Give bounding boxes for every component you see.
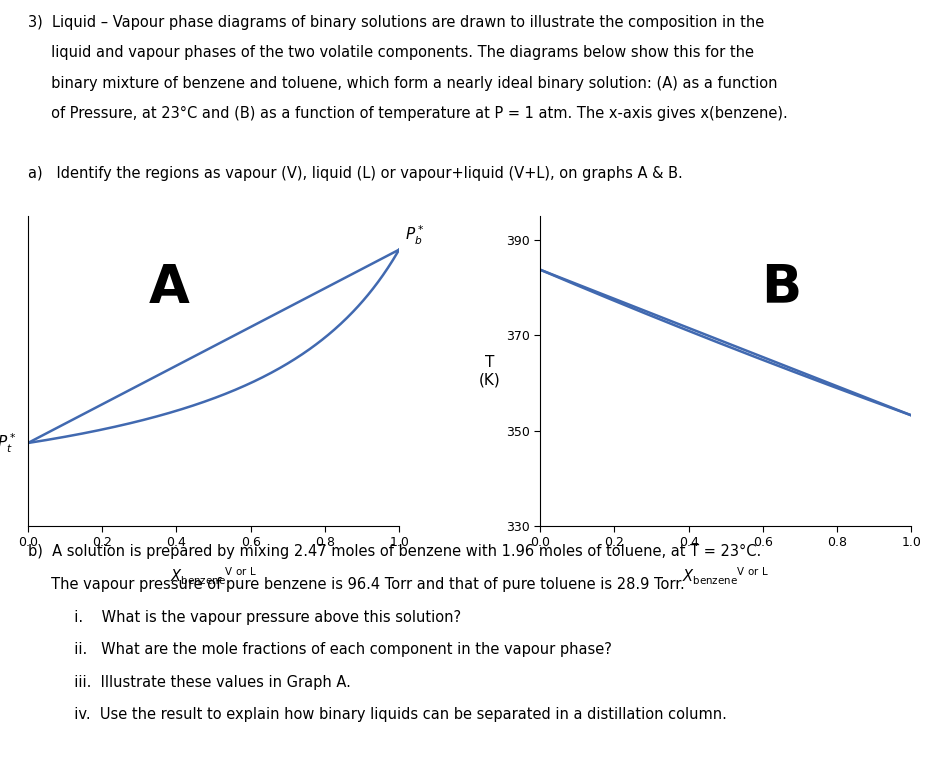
Text: A: A [149,261,190,313]
Text: $P_b^*$: $P_b^*$ [405,224,424,247]
Text: binary mixture of benzene and toluene, which form a nearly ideal binary solution: binary mixture of benzene and toluene, w… [28,76,777,90]
Text: 3)  Liquid – Vapour phase diagrams of binary solutions are drawn to illustrate t: 3) Liquid – Vapour phase diagrams of bin… [28,15,764,31]
Text: $X_{\mathregular{benzene}}$$^{\mathregular{V\ or\ L}}$: $X_{\mathregular{benzene}}$$^{\mathregul… [170,566,257,588]
Text: i.    What is the vapour pressure above this solution?: i. What is the vapour pressure above thi… [28,610,461,624]
Text: ii.   What are the mole fractions of each component in the vapour phase?: ii. What are the mole fractions of each … [28,642,612,657]
Text: a)   Identify the regions as vapour (V), liquid (L) or vapour+liquid (V+L), on g: a) Identify the regions as vapour (V), l… [28,166,683,181]
Text: B: B [762,261,802,313]
Text: iii.  Illustrate these values in Graph A.: iii. Illustrate these values in Graph A. [28,675,351,689]
Text: liquid and vapour phases of the two volatile components. The diagrams below show: liquid and vapour phases of the two vola… [28,45,754,61]
Text: $X_{\mathregular{benzene}}$$^{\mathregular{V\ or\ L}}$: $X_{\mathregular{benzene}}$$^{\mathregul… [683,566,769,588]
Text: The vapour pressure of pure benzene is 96.4 Torr and that of pure toluene is 28.: The vapour pressure of pure benzene is 9… [28,577,684,592]
Text: $P_t^*$: $P_t^*$ [0,431,17,454]
Y-axis label: T
(K): T (K) [478,355,500,388]
Text: of Pressure, at 23°C and (B) as a function of temperature at P = 1 atm. The x-ax: of Pressure, at 23°C and (B) as a functi… [28,106,788,121]
Text: iv.  Use the result to explain how binary liquids can be separated in a distilla: iv. Use the result to explain how binary… [28,707,726,722]
Text: b)  A solution is prepared by mixing 2.47 moles of benzene with 1.96 moles of to: b) A solution is prepared by mixing 2.47… [28,545,761,559]
